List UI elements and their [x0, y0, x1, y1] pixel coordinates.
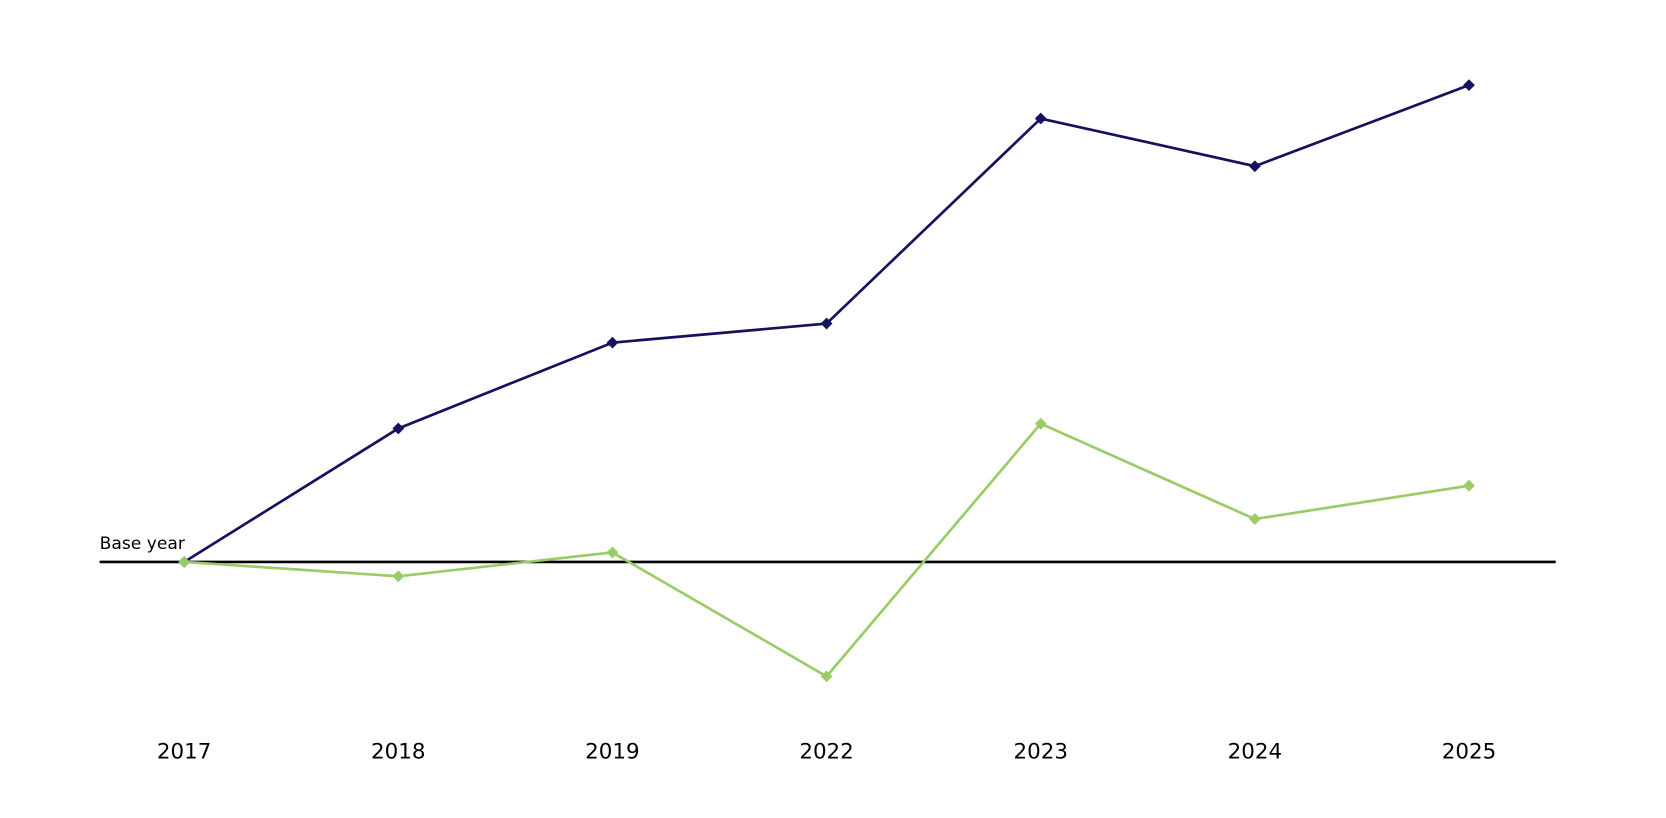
data-point [606, 546, 619, 559]
x-tick-label: 2024 [1228, 740, 1282, 765]
x-tick-label: 2025 [1442, 740, 1496, 765]
series-line [184, 422, 1470, 679]
data-point [606, 336, 619, 349]
data-point [1463, 479, 1475, 492]
x-tick-label: 2019 [585, 740, 639, 765]
data-point [178, 556, 191, 568]
data-point [392, 422, 405, 435]
data-point [1463, 79, 1475, 92]
data-point [392, 570, 405, 583]
x-tick-label: 2023 [1013, 740, 1067, 765]
data-point [820, 670, 833, 683]
data-point [1248, 160, 1261, 173]
reference-label: Base year [100, 534, 186, 554]
x-tick-label: 2018 [371, 740, 425, 765]
data-point [1248, 513, 1261, 525]
x-tick-label: 2017 [157, 740, 211, 765]
x-tick-label: 2022 [799, 740, 853, 765]
